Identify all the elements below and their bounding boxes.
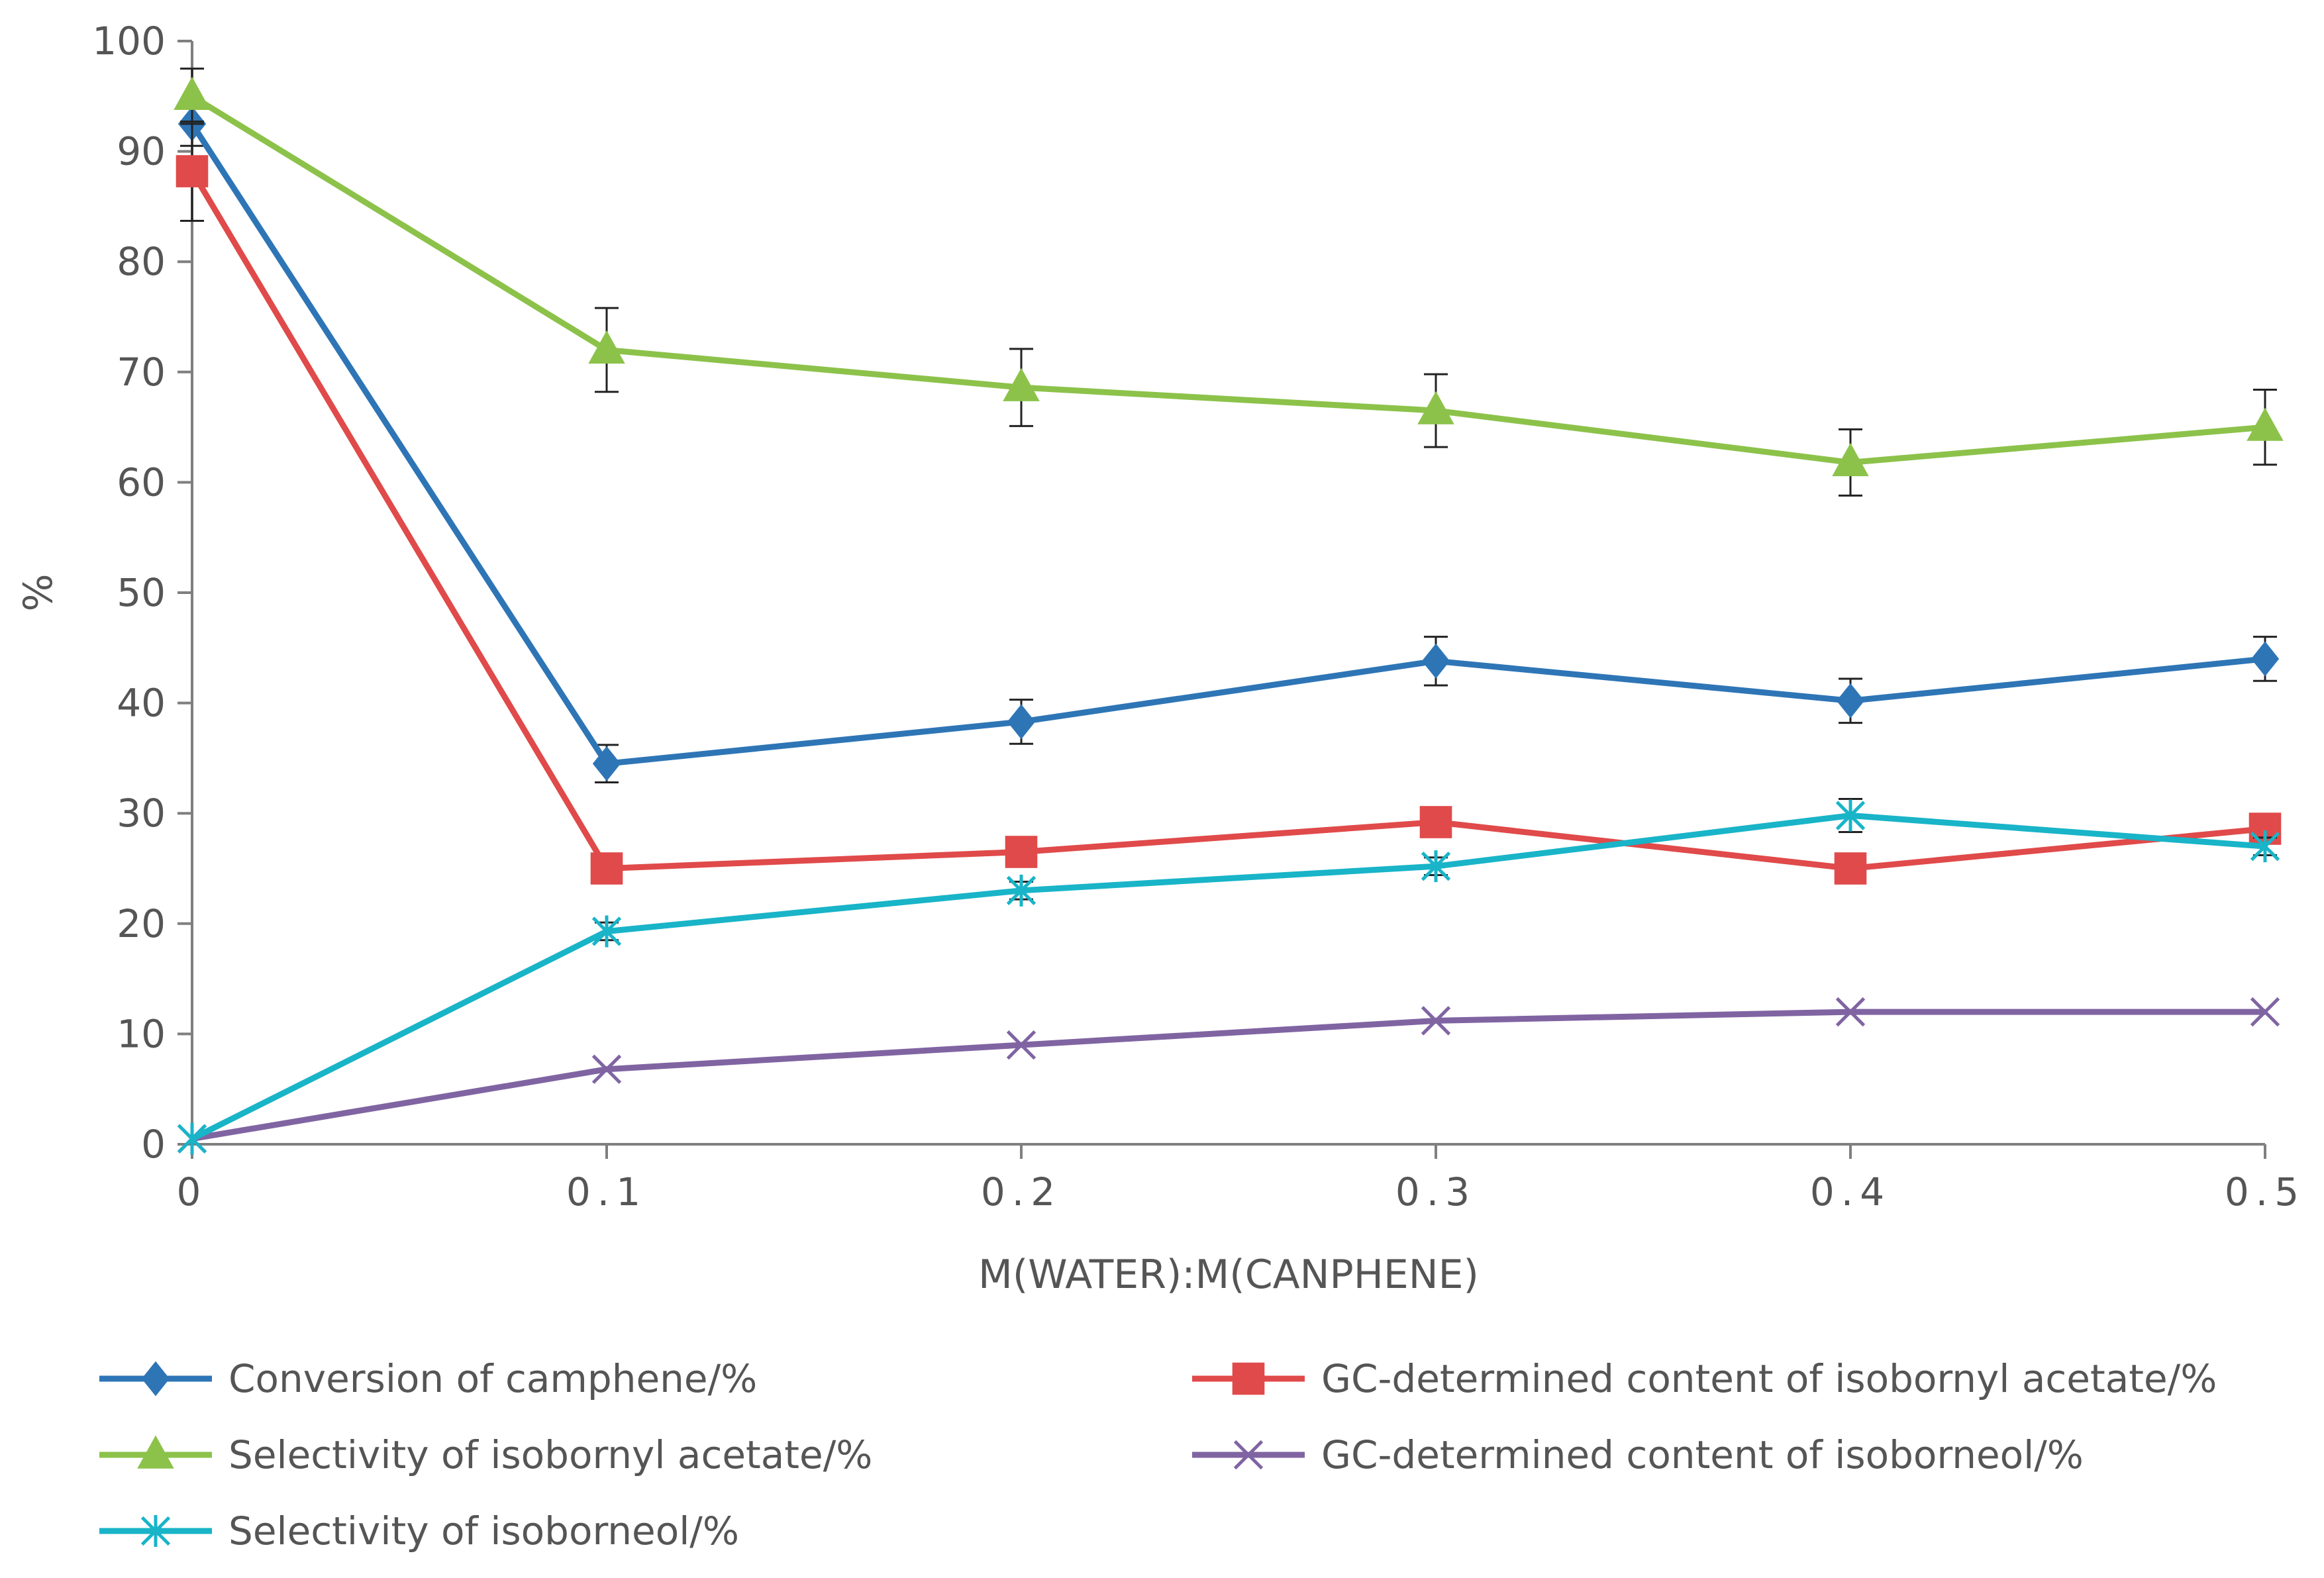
data-point [591,1054,622,1084]
series-line [190,93,2266,466]
x-tick-label: 0.4 [1810,1169,1891,1214]
data-point [588,330,625,364]
series-line [189,170,2266,871]
legend-item: Selectivity of isobornyl acetate/% [99,1432,872,1477]
data-point [1419,806,1452,838]
x-axis-title: M(WATER):M(CANPHENE) [978,1252,1479,1298]
legend-marker [1232,1362,1265,1395]
legend-marker [1233,1440,1264,1470]
series-selectivity-of-isobornyl-acetate [174,68,2284,497]
marker-stroke [2250,997,2280,1027]
y-tick-label: 70 [117,350,166,395]
data-point [1835,997,1866,1027]
legend-marker [137,1435,174,1469]
x-tick-label: 0.5 [2225,1169,2305,1214]
x-tick-label: 0.1 [566,1169,647,1214]
y-tick-label: 50 [117,570,166,615]
y-tick-label: 40 [117,681,166,726]
x-tick-label: 0.3 [1395,1169,1476,1214]
data-point [2250,641,2280,677]
legend-label: GC-determined content of isobornyl aceta… [1321,1356,2217,1401]
data-point [1421,643,1450,679]
data-point [2247,407,2284,441]
series-line [189,122,2266,767]
series-line [191,1009,2265,1142]
data-point [1834,852,1867,885]
y-tick-label: 20 [117,901,166,946]
data-point [1007,704,1036,740]
data-point [1836,683,1865,718]
data-point [1006,874,1036,907]
legend-label: Selectivity of isoborneol/% [228,1508,739,1553]
y-tick-label: 0 [141,1122,166,1167]
y-tick-label: 100 [92,19,166,64]
data-point [2250,997,2280,1027]
y-tick-label: 80 [117,239,166,284]
legend: Conversion of camphene/% GC-determined co… [99,1356,2217,1553]
legend-item: Selectivity of isoborneol/% [99,1508,739,1553]
marker-stroke [1233,1440,1264,1470]
legend-label: Selectivity of isobornyl acetate/% [228,1432,872,1477]
series-conversion-of-camphene [177,101,2280,784]
series-selectivity-of-isoborneol [177,798,2280,1155]
data-point [591,915,622,948]
legend-label: Conversion of camphene/% [228,1356,757,1401]
data-point [1835,799,1866,832]
plot-area: 0 10 20 30 40 50 60 70 80 90 100 0 0.1 0.2 0.3 0.4 0.5 [92,19,2305,1214]
data-point [1421,1006,1451,1036]
y-tick-label: 30 [117,791,166,836]
data-point [592,746,621,781]
data-point [2250,830,2280,863]
y-tick-label: 90 [117,129,166,174]
data-point [1005,836,1038,868]
data-point [176,155,209,187]
legend-marker [141,1361,170,1397]
data-point [1832,442,1869,477]
marker-stroke [1835,997,1866,1027]
y-tick-label: 60 [117,460,166,505]
marker-stroke [591,1054,622,1084]
data-point [174,76,211,110]
series-gc-determined-content-of-isobornyl-acetate [176,121,2282,885]
marker-stroke [1006,1030,1036,1060]
y-axis-ticks: 0 10 20 30 40 50 60 70 80 90 100 [92,19,192,1167]
marker-stroke [1421,1006,1451,1036]
data-point [177,1122,207,1155]
data-point [1417,391,1454,424]
legend-item: GC-determined content of isobornyl aceta… [1192,1356,2217,1401]
y-axis-title: % [15,573,62,611]
y-tick-label: 10 [117,1011,166,1056]
legend-item: GC-determined content of isoborneol/% [1192,1432,2084,1477]
series-gc-determined-content-of-isoborneol [177,997,2280,1154]
x-tick-label: 0.2 [981,1169,1062,1214]
series-layer [174,68,2284,1155]
x-tick-label: 0 [177,1169,208,1214]
legend-label: GC-determined content of isoborneol/% [1321,1432,2084,1477]
legend-marker [140,1515,171,1547]
legend-item: Conversion of camphene/% [99,1356,757,1401]
data-point [1421,850,1451,883]
data-point [1006,1030,1036,1060]
x-axis-ticks: 0 0.1 0.2 0.3 0.4 0.5 [177,1144,2305,1214]
series-line [190,813,2266,1142]
data-point [590,852,623,885]
data-point [1003,368,1040,401]
